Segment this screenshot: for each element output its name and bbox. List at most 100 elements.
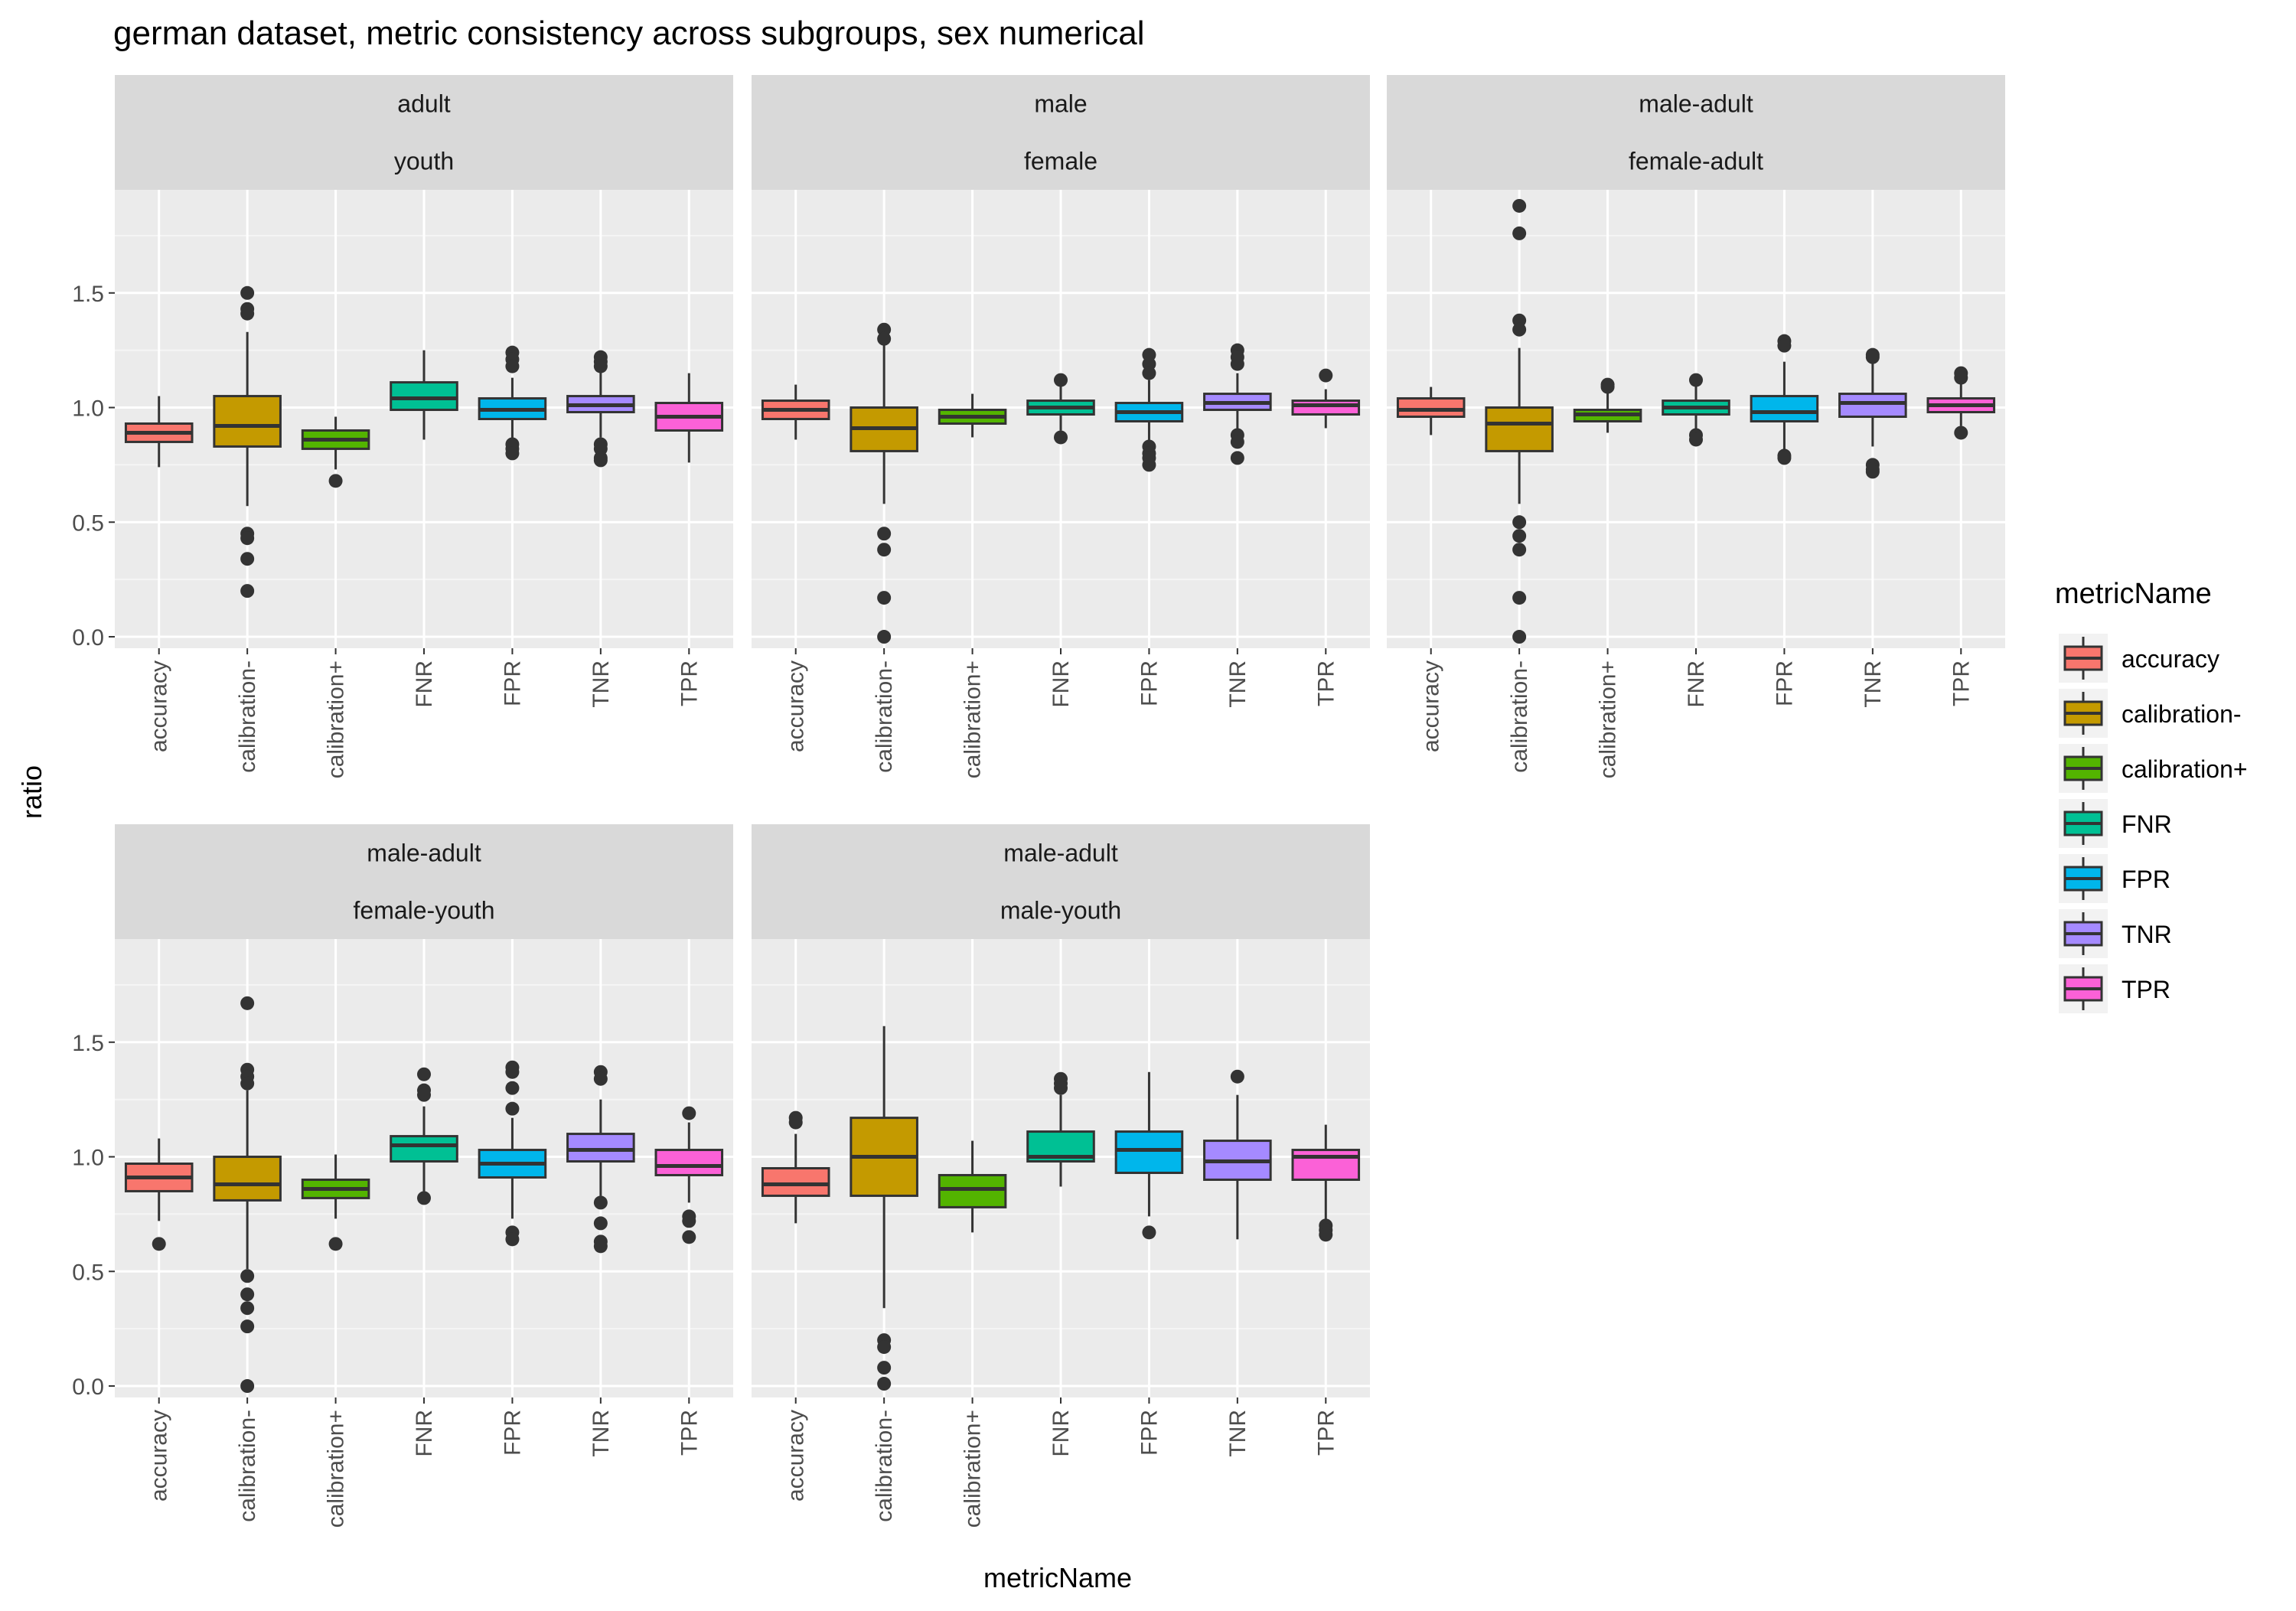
legend-label: accuracy: [2122, 645, 2219, 673]
box-iqr: [1291, 1149, 1361, 1181]
strip-label: male-adult: [367, 840, 481, 867]
box-TNR: [566, 350, 635, 468]
box-iqr: [1291, 399, 1361, 416]
outlier-point: [328, 1237, 343, 1251]
outlier-point: [593, 1216, 608, 1231]
outlier-point: [593, 1071, 608, 1086]
outlier-point: [593, 453, 608, 468]
strip-label: female: [1024, 148, 1097, 175]
x-tick-label: TPR: [1949, 660, 1974, 706]
outlier-point: [877, 543, 892, 557]
x-tick-label: FNR: [412, 660, 437, 708]
outlier-point: [417, 1088, 431, 1102]
box-TNR: [566, 1065, 635, 1254]
box-FNR: [390, 1067, 458, 1205]
facet-panel: male female accuracy calibration-calibratio…: [752, 75, 1370, 778]
legend: metricName accuracy calibration-calibrati…: [2055, 578, 2248, 1013]
outlier-point: [1512, 543, 1527, 557]
outlier-point: [877, 331, 892, 346]
box-calibration-: [850, 1026, 918, 1391]
outlier-point: [1319, 1228, 1333, 1242]
outlier-point: [240, 1269, 255, 1283]
outlier-point: [328, 474, 343, 488]
y-tick-label: 0.0: [72, 625, 104, 651]
y-tick-label: 1.5: [72, 282, 104, 307]
outlier-point: [240, 1319, 255, 1334]
box-calibration+: [301, 1154, 370, 1251]
outlier-point: [240, 531, 255, 546]
outlier-point: [1230, 451, 1244, 465]
x-tick-label: TPR: [1313, 660, 1339, 706]
x-tick-label: FPR: [1137, 660, 1162, 706]
x-tick-label: calibration+: [960, 660, 986, 778]
strip-label: male-adult: [1639, 90, 1753, 118]
box-calibration+: [301, 416, 370, 488]
box-FNR: [1026, 373, 1095, 445]
box-calibration+: [1573, 377, 1642, 433]
strip-background: [115, 75, 733, 132]
legend-item-FNR: FNR: [2059, 799, 2172, 848]
box-FPR: [1750, 334, 1819, 465]
strip-label: female-adult: [1629, 148, 1763, 175]
x-tick-label: calibration+: [960, 1410, 986, 1528]
box-iqr: [1838, 393, 1907, 419]
box-iqr: [938, 1173, 1007, 1208]
strip-label: male-youth: [1000, 897, 1121, 925]
x-tick-label: TNR: [1225, 660, 1251, 708]
box-FPR: [1114, 1071, 1184, 1240]
box-FNR: [1662, 373, 1730, 447]
x-tick-label: TPR: [1313, 1410, 1339, 1456]
facet-panel: male-adult female-adult accuracy calibratio…: [1387, 75, 2005, 778]
outlier-point: [593, 359, 608, 373]
box-iqr: [390, 381, 458, 412]
box-TNR: [1203, 1069, 1272, 1240]
outlier-point: [682, 1230, 696, 1244]
x-tick-label: calibration-: [872, 1410, 897, 1522]
outlier-point: [417, 1067, 431, 1081]
chart-title: german dataset, metric consistency acros…: [113, 15, 1144, 52]
x-tick-label: calibration-: [235, 660, 260, 773]
outlier-point: [1512, 630, 1527, 644]
legend-label: FNR: [2122, 810, 2172, 838]
box-iqr: [654, 1149, 724, 1176]
box-iqr: [1114, 1130, 1184, 1174]
x-tick-label: FNR: [412, 1410, 437, 1457]
facet-panel: adult youth 0.0 0.5 1.0 1.5 accuracy calibratio…: [72, 75, 733, 778]
x-tick-label: TPR: [677, 1410, 702, 1456]
y-tick-label: 1.0: [72, 1146, 104, 1171]
x-tick-label: accuracy: [784, 1410, 809, 1502]
facet-panel: male-adult male-youth accuracy calibration-…: [752, 824, 1370, 1528]
outlier-point: [877, 591, 892, 605]
outlier-point: [240, 996, 255, 1010]
legend-item-TPR: TPR: [2059, 964, 2170, 1013]
y-axis-title: ratio: [16, 765, 47, 819]
strip-background: [115, 824, 733, 882]
outlier-point: [1230, 1069, 1244, 1084]
outlier-point: [505, 1232, 520, 1247]
box-TPR: [1926, 366, 1996, 440]
outlier-point: [877, 1377, 892, 1391]
x-tick-label: FNR: [1684, 660, 1709, 708]
x-tick-label: calibration-: [235, 1410, 260, 1522]
legend-label: calibration+: [2122, 755, 2248, 783]
box-accuracy: [124, 1138, 194, 1251]
legend-label: calibration-: [2122, 700, 2242, 728]
x-tick-label: accuracy: [1419, 660, 1444, 752]
x-tick-label: TNR: [1861, 660, 1886, 708]
outlier-point: [1142, 458, 1156, 472]
outlier-point: [682, 1214, 696, 1228]
box-TPR: [1291, 368, 1361, 429]
x-tick-label: FNR: [1049, 1410, 1074, 1457]
legend-label: FPR: [2122, 866, 2170, 893]
outlier-point: [240, 584, 255, 598]
y-tick-label: 1.0: [72, 396, 104, 422]
facet-panel: male-adult female-youth 0.0 0.5 1.0 1.5 accura…: [72, 824, 733, 1528]
y-tick-label: 0.5: [72, 1260, 104, 1285]
x-tick-label: calibration+: [1596, 660, 1621, 778]
x-tick-label: TNR: [589, 1410, 614, 1457]
strip-background: [115, 132, 733, 190]
box-FNR: [1026, 1071, 1095, 1187]
strip-label: youth: [394, 148, 454, 175]
outlier-point: [1230, 357, 1244, 371]
